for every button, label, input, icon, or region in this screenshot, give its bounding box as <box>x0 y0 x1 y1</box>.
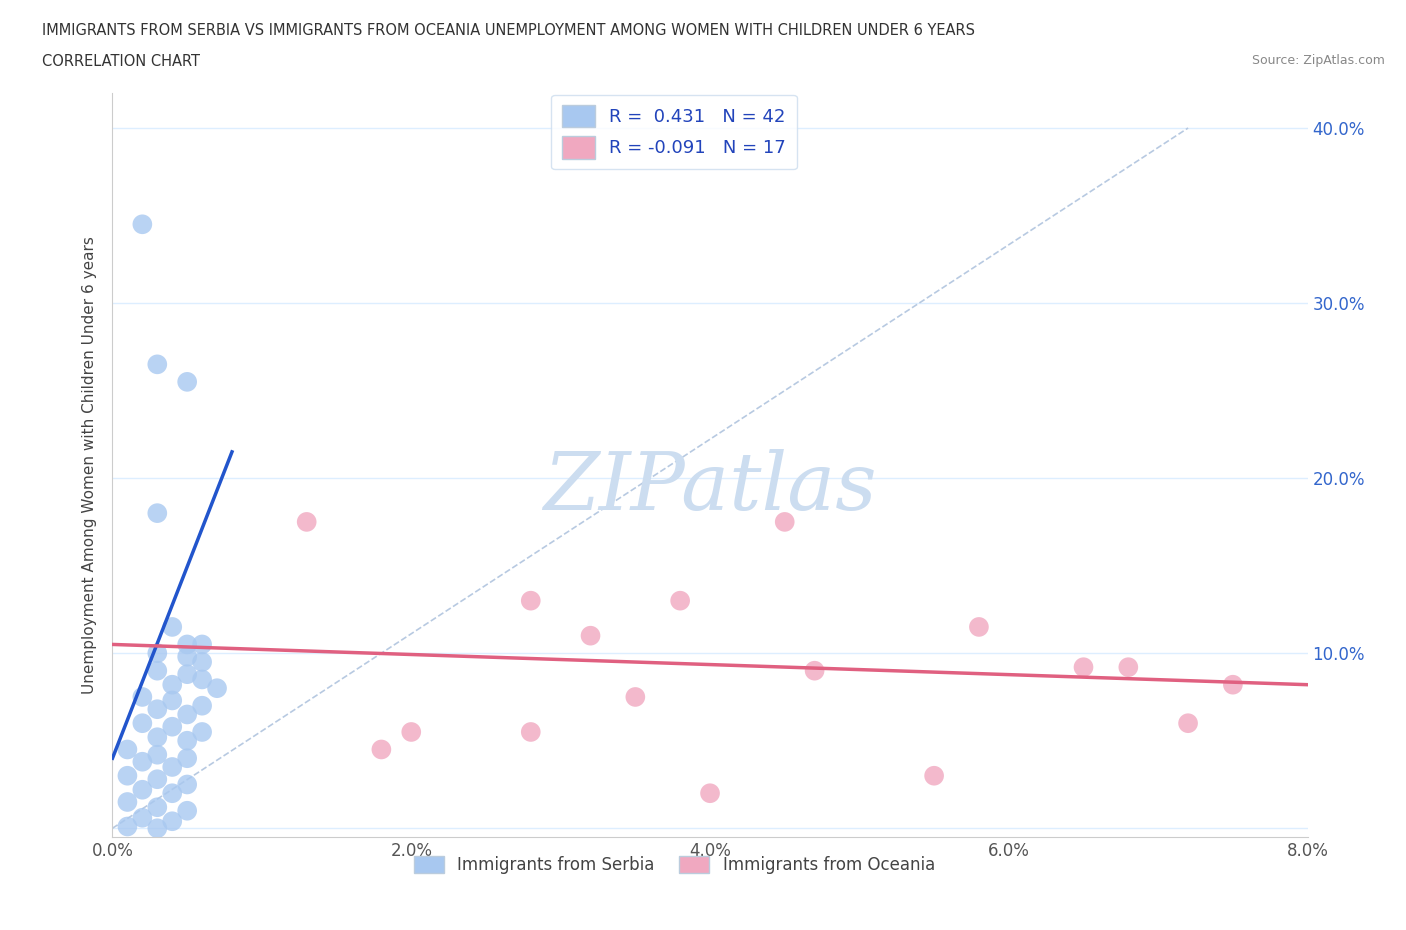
Point <box>176 804 198 818</box>
Point <box>131 782 153 797</box>
Point <box>520 593 543 608</box>
Point <box>176 667 198 682</box>
Point <box>146 772 169 787</box>
Point <box>146 800 169 815</box>
Point <box>191 672 214 687</box>
Point <box>191 637 214 652</box>
Point <box>967 619 990 634</box>
Point <box>176 375 198 390</box>
Point <box>162 814 183 829</box>
Point <box>624 689 647 704</box>
Point <box>176 637 198 652</box>
Point <box>1222 677 1244 692</box>
Point <box>176 751 198 765</box>
Point <box>176 649 198 664</box>
Point <box>162 619 183 634</box>
Point <box>131 754 153 769</box>
Point <box>162 760 183 775</box>
Point <box>146 357 169 372</box>
Point <box>146 821 169 836</box>
Point <box>162 786 183 801</box>
Point <box>1177 716 1199 731</box>
Point <box>117 742 139 757</box>
Point <box>699 786 721 801</box>
Point <box>191 655 214 670</box>
Point <box>176 777 198 792</box>
Point <box>205 681 228 696</box>
Point <box>131 217 153 232</box>
Point <box>401 724 423 739</box>
Point <box>191 698 214 713</box>
Point <box>669 593 692 608</box>
Point <box>117 819 139 834</box>
Point <box>131 689 153 704</box>
Point <box>370 742 392 757</box>
Point <box>162 693 183 708</box>
Point <box>146 748 169 763</box>
Point <box>146 645 169 660</box>
Point <box>176 707 198 722</box>
Text: IMMIGRANTS FROM SERBIA VS IMMIGRANTS FROM OCEANIA UNEMPLOYMENT AMONG WOMEN WITH : IMMIGRANTS FROM SERBIA VS IMMIGRANTS FRO… <box>42 23 976 38</box>
Point <box>803 663 825 678</box>
Point <box>131 810 153 825</box>
Point <box>146 506 169 521</box>
Point <box>1118 659 1140 674</box>
Legend: Immigrants from Serbia, Immigrants from Oceania: Immigrants from Serbia, Immigrants from … <box>406 849 942 881</box>
Point <box>162 677 183 692</box>
Point <box>191 724 214 739</box>
Point <box>295 514 318 529</box>
Y-axis label: Unemployment Among Women with Children Under 6 years: Unemployment Among Women with Children U… <box>82 236 97 694</box>
Point <box>520 724 543 739</box>
Point <box>117 794 139 809</box>
Point <box>176 733 198 748</box>
Point <box>146 663 169 678</box>
Point <box>117 768 139 783</box>
Point <box>131 716 153 731</box>
Point <box>146 730 169 745</box>
Point <box>922 768 945 783</box>
Point <box>773 514 796 529</box>
Text: ZIPatlas: ZIPatlas <box>543 448 877 526</box>
Point <box>162 719 183 734</box>
Text: CORRELATION CHART: CORRELATION CHART <box>42 54 200 69</box>
Text: Source: ZipAtlas.com: Source: ZipAtlas.com <box>1251 54 1385 67</box>
Point <box>1073 659 1095 674</box>
Point <box>579 629 602 644</box>
Point <box>146 702 169 717</box>
